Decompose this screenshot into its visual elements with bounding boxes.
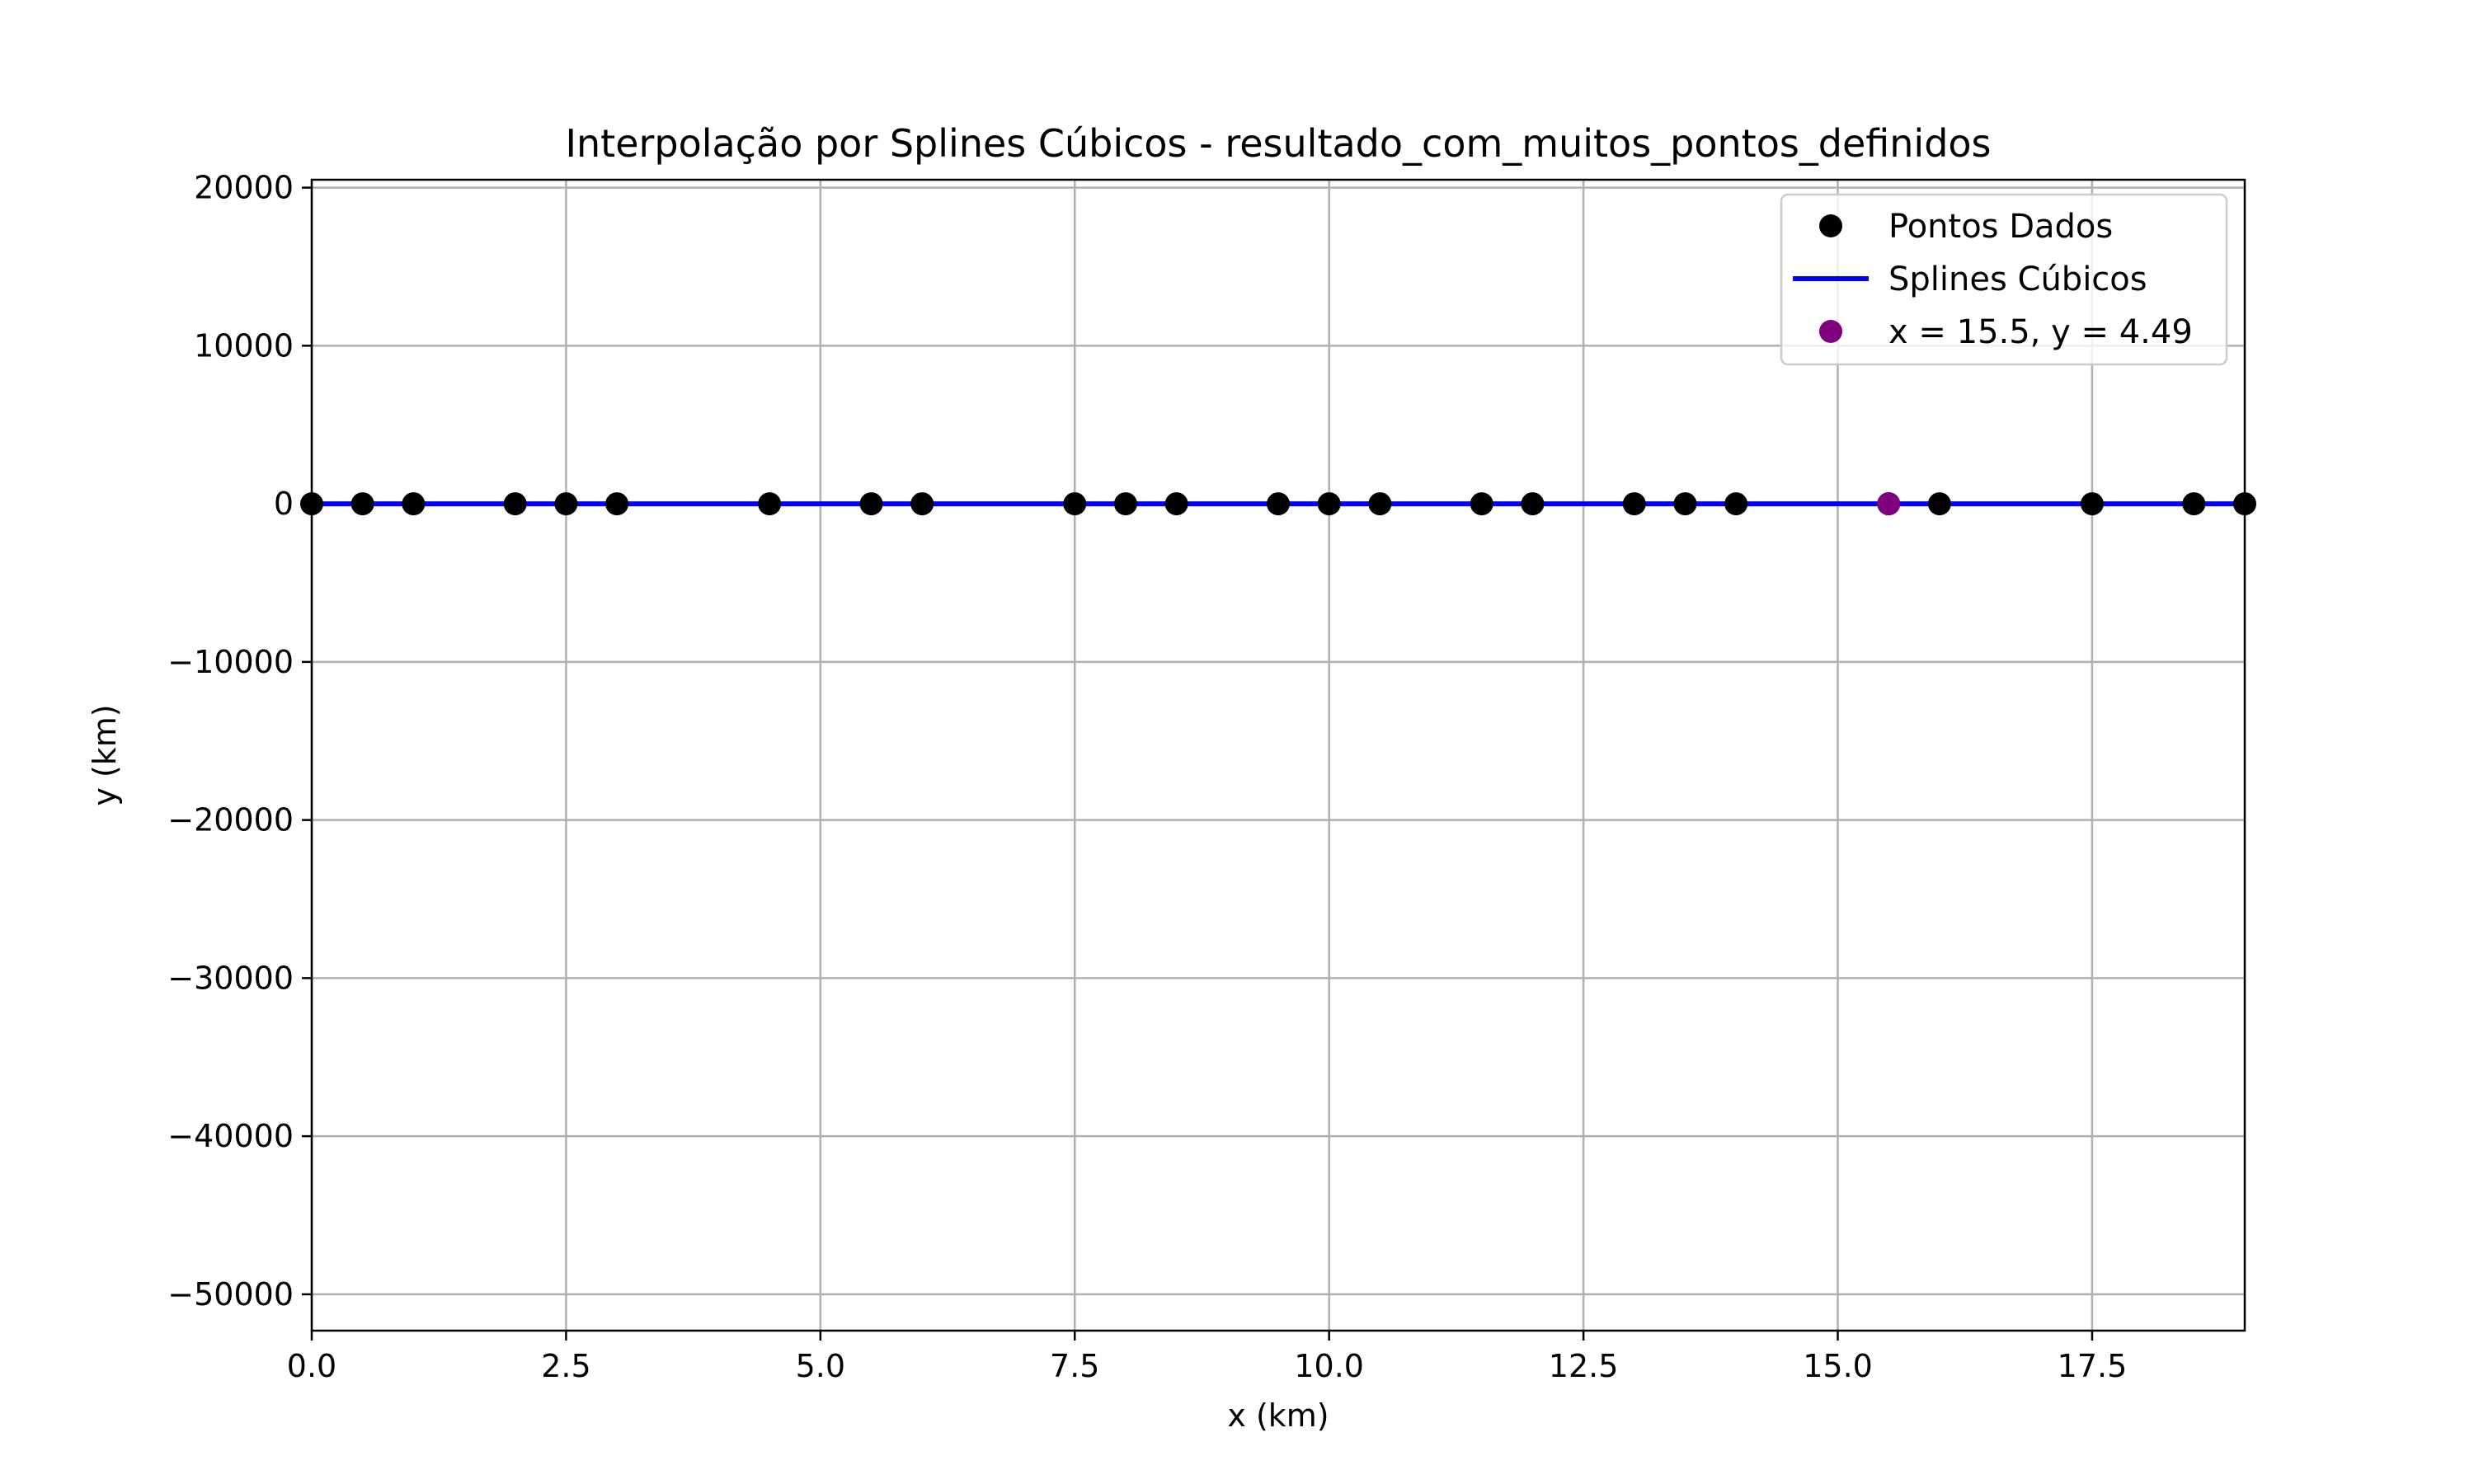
evaluated-point bbox=[1877, 492, 1901, 516]
x-tick-label: 17.5 bbox=[2058, 1348, 2128, 1384]
data-point bbox=[1927, 492, 1951, 516]
x-tick-label: 10.0 bbox=[1294, 1348, 1364, 1384]
x-tick-label: 5.0 bbox=[796, 1348, 845, 1384]
x-tick-label: 0.0 bbox=[287, 1348, 336, 1384]
legend-marker-data-points bbox=[1819, 214, 1842, 237]
data-point bbox=[1521, 492, 1545, 516]
data-point bbox=[1622, 492, 1646, 516]
data-point bbox=[350, 492, 374, 516]
chart-title: Interpolação por Splines Cúbicos - resul… bbox=[565, 121, 1991, 166]
ticks: 0.0 2.5 5.0 7.5 10.0 12.5 15.0 17.5 20000 10000 0 −… bbox=[167, 170, 2127, 1384]
legend-label: Splines Cúbicos bbox=[1888, 261, 2147, 298]
legend-box bbox=[1780, 193, 2228, 366]
data-point bbox=[1063, 492, 1087, 516]
data-point bbox=[402, 492, 426, 516]
data-point bbox=[2080, 492, 2104, 516]
legend-label: x = 15.5, y = 4.49 bbox=[1888, 313, 2193, 351]
data-point bbox=[1724, 492, 1748, 516]
data-point bbox=[1470, 492, 1493, 516]
data-point bbox=[1673, 492, 1697, 516]
legend-marker-evaluated-point bbox=[1819, 320, 1842, 343]
x-tick-label: 15.0 bbox=[1803, 1348, 1873, 1384]
y-tick-label: −30000 bbox=[167, 960, 294, 996]
data-point bbox=[503, 492, 527, 516]
legend-label: Pontos Dados bbox=[1888, 208, 2113, 246]
y-axis-label: y (km) bbox=[87, 704, 123, 805]
data-point bbox=[1164, 492, 1188, 516]
data-point bbox=[859, 492, 883, 516]
plot-frame bbox=[310, 178, 2246, 1332]
x-tick-label: 12.5 bbox=[1549, 1348, 1619, 1384]
data-point bbox=[1317, 492, 1341, 516]
data-point bbox=[758, 492, 782, 516]
y-tick-label: −40000 bbox=[167, 1118, 294, 1154]
x-tick-label: 2.5 bbox=[541, 1348, 590, 1384]
legend: Pontos Dados Splines Cúbicos x = 15.5, y =… bbox=[1780, 193, 2228, 366]
x-tick-label: 7.5 bbox=[1050, 1348, 1099, 1384]
data-point bbox=[1368, 492, 1392, 516]
data-point bbox=[1113, 492, 1137, 516]
y-tick-label: −10000 bbox=[167, 644, 294, 680]
y-tick-label: 10000 bbox=[194, 327, 294, 364]
x-axis-label: x (km) bbox=[1227, 1397, 1329, 1434]
data-point bbox=[554, 492, 578, 516]
data-point bbox=[2182, 492, 2206, 516]
data-point bbox=[605, 492, 629, 516]
y-tick-label: −50000 bbox=[167, 1276, 294, 1313]
data-point bbox=[1267, 492, 1290, 516]
data-point bbox=[910, 492, 934, 516]
y-tick-label: 20000 bbox=[194, 170, 294, 206]
y-tick-label: 0 bbox=[274, 486, 294, 522]
y-tick-label: −20000 bbox=[167, 802, 294, 838]
